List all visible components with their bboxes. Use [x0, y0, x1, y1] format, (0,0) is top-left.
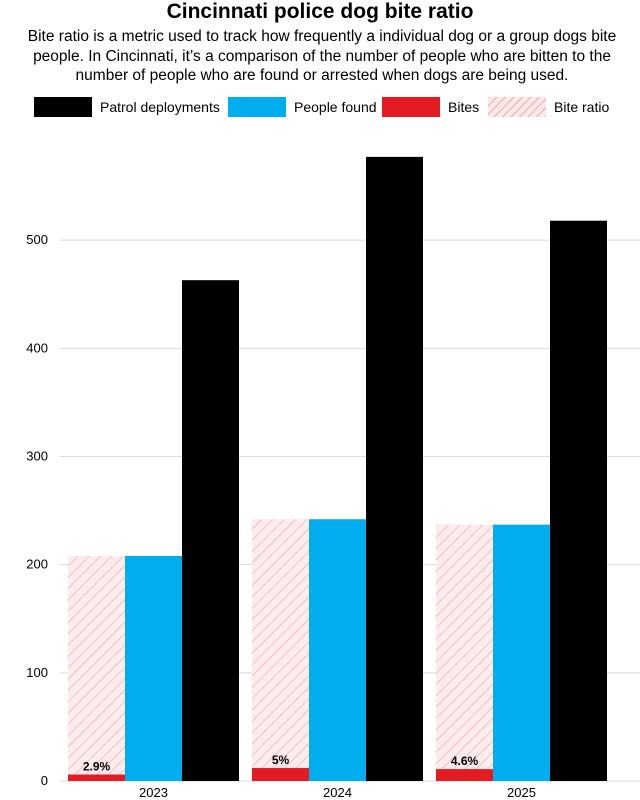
legend-label-bites: Bites [448, 99, 480, 115]
legend-label-patrol-deployments: Patrol deployments [100, 99, 220, 115]
y-tick-label-100: 100 [26, 665, 48, 680]
x-tick-label-2025: 2025 [507, 785, 536, 800]
bar-bites-2023 [68, 774, 125, 781]
x-tick-label-2024: 2024 [323, 785, 352, 800]
bars [68, 156, 607, 782]
legend-item-bite-ratio: Bite ratio [488, 96, 609, 118]
legend-swatch-bites [382, 97, 440, 117]
bar-people-found-2025 [493, 524, 550, 781]
labels: 0 100 200 300 400 500 2.9% 2023 5% 2024 4.6% 2025 [26, 232, 536, 800]
bar-bites-2024 [252, 768, 309, 781]
bar-people-found-2024 [309, 519, 366, 781]
legend-item-people-found: People found [228, 96, 377, 118]
bar-bite-ratio-2024 [252, 519, 309, 781]
y-tick-label-400: 400 [26, 340, 48, 355]
bar-people-found-2023 [125, 556, 182, 781]
x-tick-label-2023: 2023 [139, 785, 168, 800]
data-label-bite-ratio-2024: 5% [272, 753, 290, 767]
legend: Patrol deployments People found Bites Bi… [34, 96, 634, 118]
chart-subtitle: Bite ratio is a metric used to track how… [27, 28, 617, 84]
bar-patrol-deployments-2024 [366, 156, 423, 782]
legend-swatch-bite-ratio [488, 97, 546, 117]
legend-label-people-found: People found [294, 99, 377, 115]
legend-swatch-people-found [228, 97, 286, 117]
y-tick-label-200: 200 [26, 557, 48, 572]
bar-patrol-deployments-2025 [550, 220, 607, 782]
y-tick-label-500: 500 [26, 232, 48, 247]
chart-title: Cincinnati police dog bite ratio [166, 0, 474, 23]
y-tick-label-0: 0 [41, 773, 48, 788]
bar-bite-ratio-2023 [68, 556, 125, 781]
bar-patrol-deployments-2023 [182, 280, 239, 781]
legend-item-bites: Bites [382, 96, 479, 118]
legend-swatch-patrol-deployments [34, 97, 92, 117]
bar-bite-ratio-2025 [436, 524, 493, 781]
data-label-bite-ratio-2025: 4.6% [451, 754, 479, 768]
legend-label-bite-ratio: Bite ratio [554, 99, 610, 115]
data-label-bite-ratio-2023: 2.9% [83, 760, 111, 774]
legend-item-patrol-deployments: Patrol deployments [34, 96, 220, 118]
y-tick-label-300: 300 [26, 449, 48, 464]
bar-bites-2025 [436, 769, 493, 781]
